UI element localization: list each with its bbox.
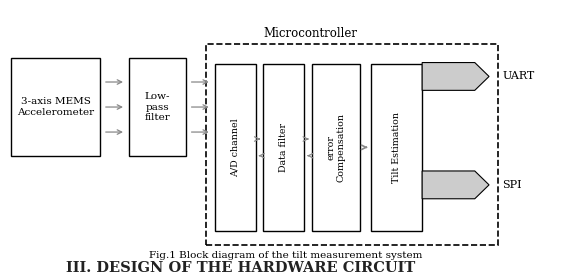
Bar (206, 44, 498, 245)
Text: Microcontroller: Microcontroller (263, 27, 357, 40)
Bar (11, 58, 100, 156)
Text: III. DESIGN OF THE HARDWARE CIRCUIT: III. DESIGN OF THE HARDWARE CIRCUIT (66, 261, 415, 275)
Text: 3-axis MEMS
Accelerometer: 3-axis MEMS Accelerometer (17, 97, 94, 117)
Bar (129, 58, 186, 156)
Text: error
Compensation: error Compensation (327, 113, 345, 182)
Bar (214, 64, 256, 231)
Text: UART: UART (502, 71, 534, 81)
Bar (371, 64, 422, 231)
Text: Data filter: Data filter (279, 123, 288, 172)
FancyArrow shape (422, 63, 489, 90)
Text: SPI: SPI (502, 180, 522, 190)
Text: Tilt Estimation: Tilt Estimation (392, 112, 401, 183)
FancyArrow shape (422, 171, 489, 199)
Text: A/D channel: A/D channel (231, 118, 240, 177)
Text: Low-
pass
filter: Low- pass filter (144, 92, 170, 122)
Text: Fig.1 Block diagram of the tilt measurement system: Fig.1 Block diagram of the tilt measurem… (149, 251, 423, 260)
Bar (263, 64, 304, 231)
Bar (312, 64, 360, 231)
